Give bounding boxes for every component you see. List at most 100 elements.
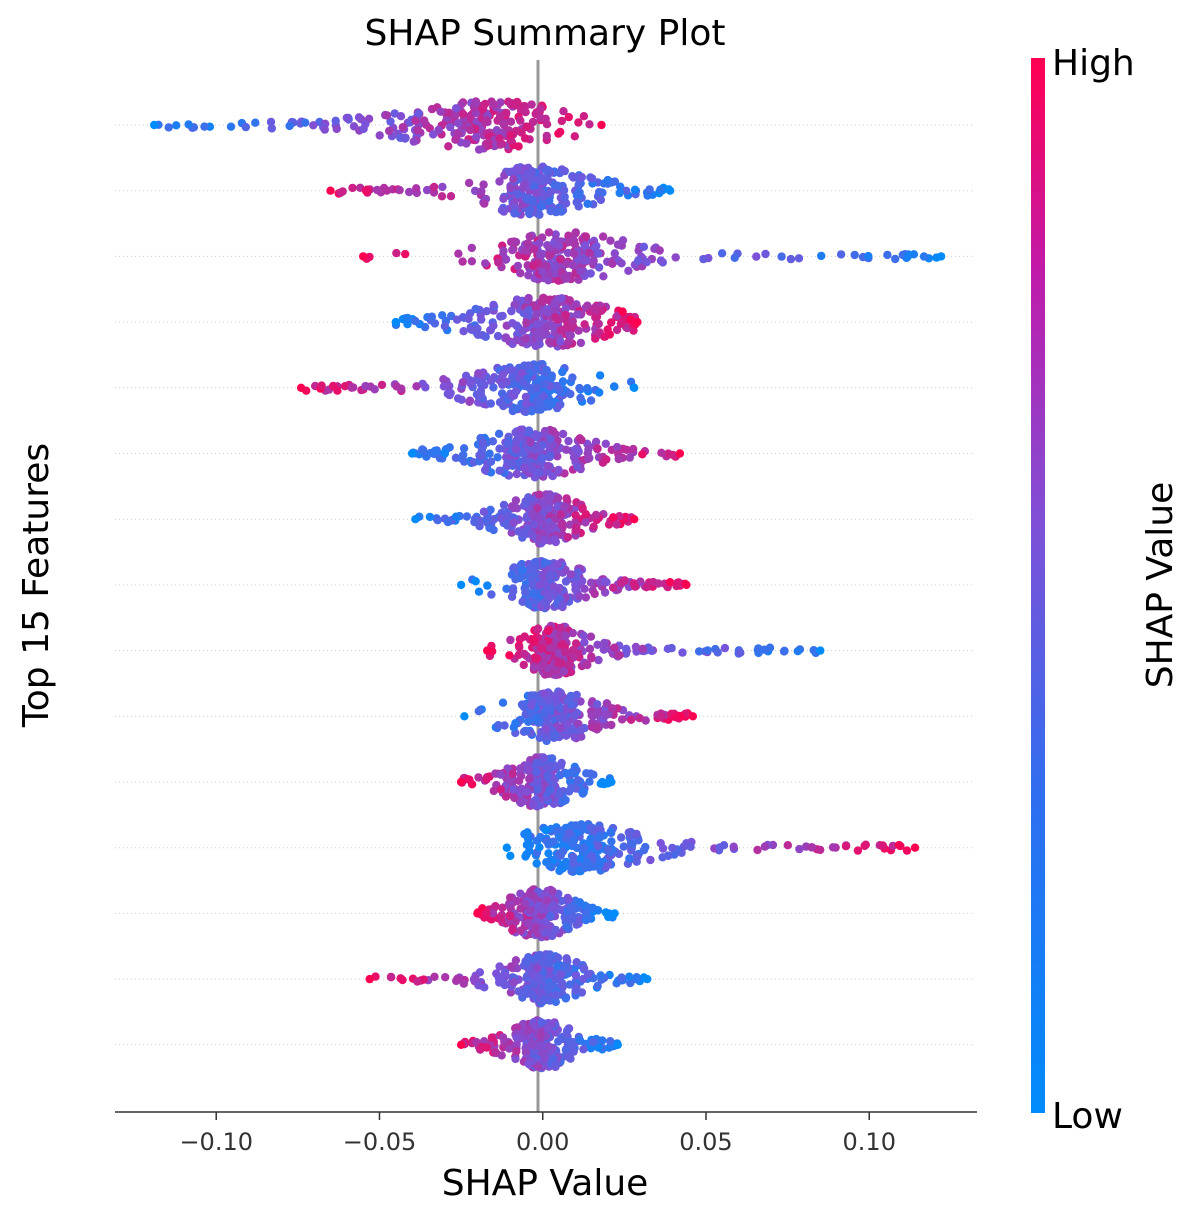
shap-point xyxy=(509,518,519,527)
shap-point xyxy=(536,644,545,653)
shap-point xyxy=(617,715,627,724)
shap-point xyxy=(446,122,455,132)
shap-point xyxy=(523,239,533,248)
shap-point xyxy=(601,439,610,448)
shap-point xyxy=(456,580,466,590)
shap-point xyxy=(487,590,496,599)
shap-point xyxy=(511,956,521,965)
shap-point xyxy=(587,852,596,861)
shap-point xyxy=(581,518,590,527)
shap-point xyxy=(486,457,496,466)
shap-point xyxy=(570,733,579,742)
shap-point xyxy=(391,317,400,327)
x-tick-label: 0.10 xyxy=(843,1128,896,1156)
shap-point xyxy=(635,713,644,723)
shap-point xyxy=(544,695,553,705)
shap-point xyxy=(540,558,549,567)
shap-point xyxy=(528,969,537,978)
shap-point xyxy=(495,112,505,121)
shap-point xyxy=(386,117,395,126)
shap-point xyxy=(592,241,601,251)
shap-point xyxy=(656,185,665,194)
shap-point xyxy=(342,113,351,123)
shap-point xyxy=(460,712,469,721)
shap-point xyxy=(462,139,471,148)
shap-point xyxy=(516,431,526,441)
shap-point xyxy=(571,511,580,520)
shap-point xyxy=(556,761,566,770)
shap-point xyxy=(532,654,542,663)
shap-point xyxy=(507,502,517,511)
shap-point xyxy=(493,453,502,462)
shap-point xyxy=(467,325,476,334)
shap-point xyxy=(539,689,549,698)
shap-point xyxy=(557,896,566,906)
shap-point xyxy=(841,842,851,851)
shap-point xyxy=(489,383,498,392)
shap-point xyxy=(577,732,586,741)
shap-point xyxy=(520,134,530,143)
shap-point xyxy=(543,461,553,471)
shap-point xyxy=(559,186,569,195)
shap-point xyxy=(529,261,538,270)
shap-point xyxy=(516,116,525,125)
shap-point xyxy=(419,446,428,455)
shap-point xyxy=(634,256,643,265)
shap-point xyxy=(477,446,486,456)
shap-point xyxy=(285,121,294,131)
shap-point xyxy=(480,199,489,208)
shap-point xyxy=(545,959,554,968)
shap-point xyxy=(511,387,521,396)
shap-point xyxy=(485,449,494,458)
shap-point xyxy=(558,847,568,856)
shap-point xyxy=(531,445,540,454)
shap-point xyxy=(482,307,491,316)
shap-point xyxy=(607,720,616,730)
shap-point xyxy=(553,181,562,191)
shap-point xyxy=(518,326,527,336)
shap-point xyxy=(629,444,638,454)
shap-point xyxy=(496,785,506,794)
shap-point xyxy=(524,426,534,435)
shap-point xyxy=(542,131,551,141)
shap-point xyxy=(888,841,898,851)
shap-point xyxy=(524,1059,533,1068)
shap-point xyxy=(565,980,574,989)
shap-point xyxy=(571,971,580,980)
shap-point xyxy=(572,983,581,992)
shap-point xyxy=(477,187,486,196)
shap-point xyxy=(467,243,476,253)
shap-point xyxy=(562,954,571,963)
shap-point xyxy=(398,975,407,985)
shap-point xyxy=(575,916,585,925)
shap-point xyxy=(512,438,521,447)
x-axis-label: SHAP Value xyxy=(442,1163,649,1204)
shap-point xyxy=(537,1018,546,1027)
shap-point xyxy=(480,465,490,475)
shap-point xyxy=(512,1040,521,1049)
shap-point xyxy=(532,320,541,329)
shap-point xyxy=(580,964,589,973)
shap-point xyxy=(694,647,704,656)
shap-point xyxy=(575,592,584,601)
shap-point xyxy=(507,962,516,971)
shap-point xyxy=(586,823,595,832)
shap-point xyxy=(511,381,520,390)
shap-point xyxy=(795,844,804,854)
shap-point xyxy=(573,568,582,577)
shap-point xyxy=(527,530,536,539)
shap-point xyxy=(354,113,364,122)
shap-point xyxy=(668,843,677,853)
shap-point xyxy=(624,266,633,275)
shap-point xyxy=(496,140,505,149)
shap-point xyxy=(544,840,553,849)
shap-point xyxy=(560,166,569,176)
shap-point xyxy=(717,249,727,258)
shap-point xyxy=(566,570,576,579)
shap-point xyxy=(500,721,509,730)
shap-point xyxy=(562,445,571,454)
shap-point xyxy=(472,132,481,142)
shap-point xyxy=(655,246,664,255)
shap-point xyxy=(409,137,418,146)
shap-point xyxy=(522,498,531,508)
